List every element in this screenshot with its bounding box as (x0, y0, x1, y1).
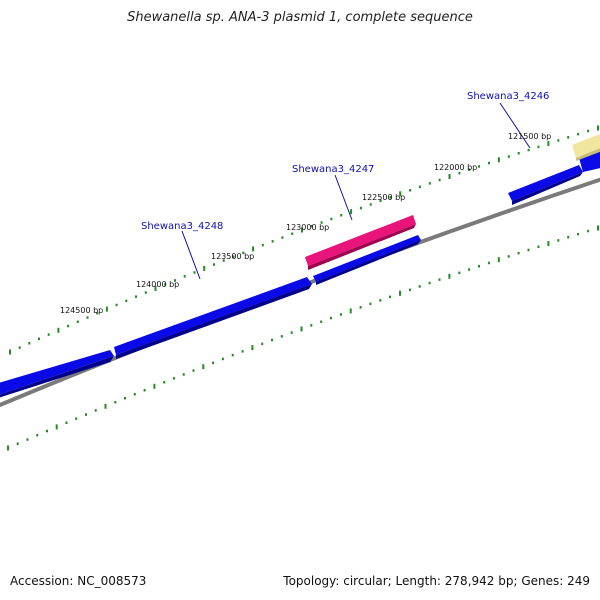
gene-arrow[interactable] (116, 284, 312, 359)
gene-arrow-shewana3-4246[interactable] (508, 165, 583, 201)
scale-label: 122000 bp (434, 163, 477, 172)
gene-arrow-other[interactable] (572, 132, 600, 158)
gene-label[interactable]: Shewana3_4247 (292, 164, 374, 175)
gene-leader-line (334, 174, 353, 221)
outer-tick-track (9, 125, 599, 355)
gene-arrow[interactable] (512, 172, 583, 205)
inner-tick-track (7, 225, 599, 451)
gene-arrow[interactable] (579, 148, 600, 172)
scale-label: 124000 bp (136, 280, 179, 289)
map-title: Shewanella sp. ANA-3 plasmid 1, complete… (127, 10, 473, 25)
gene-arrow[interactable] (0, 356, 114, 399)
gene-arrow[interactable] (313, 235, 421, 282)
scale-label: 123500 bp (211, 252, 254, 261)
gene-arrow-shewana3-4247[interactable] (305, 215, 416, 266)
scale-label: 124500 bp (60, 306, 103, 315)
gene-label[interactable]: Shewana3_4248 (141, 221, 223, 232)
gene-arrow-shadow (576, 148, 600, 161)
gene-arrow-shadow (308, 224, 416, 270)
scale-label: 123000 bp (286, 223, 329, 232)
gene-label[interactable]: Shewana3_4246 (467, 91, 549, 102)
gene-arrow[interactable] (0, 350, 114, 396)
scale-label: 121500 bp (508, 132, 551, 141)
scale-label: 122500 bp (362, 193, 405, 202)
gene-leader-line (181, 230, 201, 280)
gene-arrow-shewana3-4248[interactable] (114, 277, 312, 355)
sequence-summary-text: Topology: circular; Length: 278,942 bp; … (283, 574, 590, 588)
gene-arrow[interactable] (316, 240, 421, 285)
sequence-backbone (0, 177, 600, 408)
accession-text: Accession: NC_008573 (10, 574, 147, 588)
gene-leader-line (499, 102, 531, 149)
